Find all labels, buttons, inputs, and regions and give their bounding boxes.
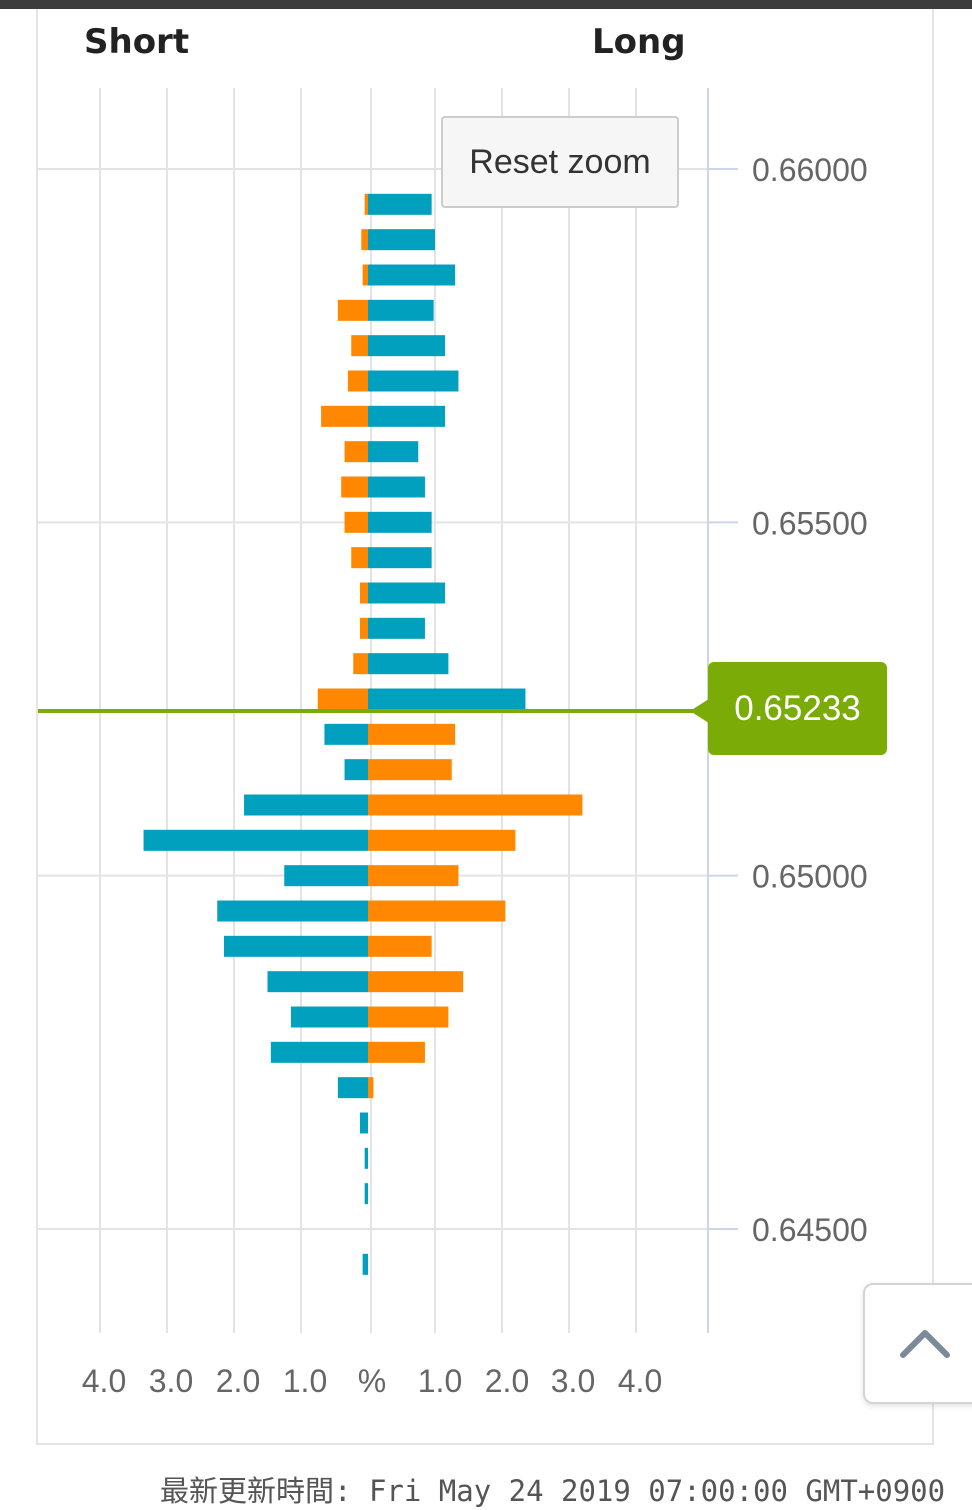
long-bar bbox=[368, 723, 456, 745]
long-bar bbox=[368, 1077, 374, 1099]
chart-panel bbox=[36, 9, 934, 1445]
short-bar bbox=[267, 971, 368, 993]
last-updated: 最新更新時間: Fri May 24 2019 07:00:00 GMT+090… bbox=[160, 1468, 945, 1510]
y-tick-label: 0.64500 bbox=[752, 1212, 868, 1248]
short-bar bbox=[359, 1112, 368, 1134]
short-bar bbox=[361, 229, 368, 251]
short-bar bbox=[290, 1006, 368, 1028]
long-bar bbox=[368, 617, 425, 639]
short-bar bbox=[351, 547, 368, 569]
current-price-pointer bbox=[690, 697, 712, 726]
short-bar bbox=[270, 1041, 368, 1063]
short-bar bbox=[143, 829, 368, 851]
long-bar bbox=[368, 794, 583, 816]
long-bar bbox=[368, 865, 459, 887]
long-bar bbox=[368, 547, 432, 569]
long-bar bbox=[368, 759, 452, 781]
short-bar bbox=[344, 759, 368, 781]
short-bar bbox=[362, 264, 368, 286]
short-bar bbox=[344, 441, 368, 463]
long-bar bbox=[368, 476, 425, 498]
chevron-up-icon bbox=[900, 1330, 950, 1358]
short-bar bbox=[321, 405, 368, 427]
short-bar bbox=[359, 617, 368, 639]
long-bar bbox=[368, 653, 449, 675]
long-bar bbox=[368, 688, 526, 710]
short-bar bbox=[344, 511, 368, 533]
short-bar bbox=[337, 1077, 368, 1099]
y-tick-label: 0.66000 bbox=[752, 152, 868, 188]
long-bar bbox=[368, 829, 516, 851]
short-bar bbox=[217, 900, 368, 922]
short-bar bbox=[364, 1147, 368, 1169]
short-side-label: Short bbox=[84, 22, 190, 62]
short-bar bbox=[341, 476, 368, 498]
scroll-to-top-button[interactable] bbox=[863, 1283, 972, 1404]
short-bar bbox=[364, 193, 368, 215]
long-bar bbox=[368, 441, 419, 463]
short-bar bbox=[244, 794, 368, 816]
short-bar bbox=[364, 1183, 368, 1205]
current-price-marker: 0.65233 bbox=[708, 662, 887, 755]
long-bar bbox=[368, 229, 435, 251]
last-updated-value: Fri May 24 2019 07:00:00 GMT+0900 bbox=[368, 1474, 946, 1508]
x-tick-label: 1.0 bbox=[283, 1363, 327, 1399]
x-tick-label: 2.0 bbox=[216, 1363, 260, 1399]
short-bar bbox=[353, 653, 368, 675]
short-bar bbox=[284, 865, 368, 887]
short-bar bbox=[324, 723, 368, 745]
x-tick-label: 2.0 bbox=[485, 1363, 529, 1399]
long-side-label: Long bbox=[592, 22, 686, 62]
x-tick-label: 4.0 bbox=[618, 1363, 662, 1399]
short-bar bbox=[347, 370, 368, 392]
x-tick-label: 4.0 bbox=[82, 1363, 126, 1399]
x-tick-label: % bbox=[358, 1363, 386, 1399]
long-bar bbox=[368, 405, 446, 427]
reset-zoom-button[interactable]: Reset zoom bbox=[441, 116, 679, 208]
long-bar bbox=[368, 900, 506, 922]
y-tick-label: 0.65000 bbox=[752, 859, 868, 895]
x-tick-label: 3.0 bbox=[551, 1363, 595, 1399]
long-bar bbox=[368, 582, 446, 604]
long-bar bbox=[368, 264, 456, 286]
short-bar bbox=[362, 1253, 368, 1275]
long-bar bbox=[368, 335, 446, 357]
short-bar bbox=[317, 688, 368, 710]
y-tick-label: 0.65500 bbox=[752, 505, 868, 541]
short-bar bbox=[223, 935, 368, 957]
short-bar bbox=[359, 582, 368, 604]
short-bar bbox=[351, 335, 368, 357]
long-bar bbox=[368, 511, 432, 533]
long-bar bbox=[368, 370, 459, 392]
long-bar bbox=[368, 1006, 449, 1028]
top-bar bbox=[0, 0, 972, 9]
x-tick-label: 1.0 bbox=[418, 1363, 462, 1399]
x-tick-label: 3.0 bbox=[149, 1363, 193, 1399]
last-updated-label: 最新更新時間: bbox=[160, 1474, 352, 1508]
short-bar bbox=[337, 299, 368, 321]
long-bar bbox=[368, 299, 434, 321]
long-bar bbox=[368, 1041, 425, 1063]
long-bar bbox=[368, 935, 432, 957]
long-bar bbox=[368, 971, 464, 993]
long-bar bbox=[368, 193, 432, 215]
